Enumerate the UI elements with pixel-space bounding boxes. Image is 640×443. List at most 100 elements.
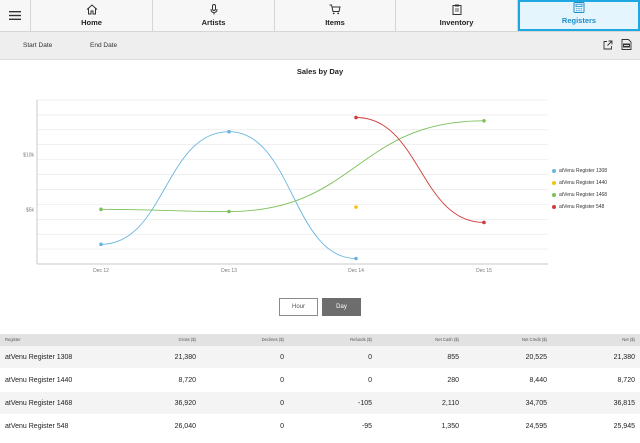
x-tick-label: Dec 14: [348, 268, 364, 274]
legend-item[interactable]: atVenu Register 548: [552, 201, 607, 213]
table-cell: 2,110: [442, 400, 459, 407]
table-cell: 36,920: [174, 400, 196, 407]
data-point: [482, 118, 486, 123]
table-cell: 36,815: [613, 400, 635, 407]
legend-label: atVenu Register 548: [559, 204, 605, 210]
table-cell: 0: [368, 377, 372, 384]
table-cell: 20,525: [525, 354, 547, 361]
table-cell: 8,720: [617, 377, 635, 384]
x-tick-label: Dec 12: [93, 268, 109, 274]
clipboard-icon: [452, 4, 462, 18]
microphone-icon: [209, 4, 219, 18]
data-point: [227, 129, 231, 134]
x-tick-label: Dec 13: [221, 268, 237, 274]
legend-label: atVenu Register 1440: [559, 180, 608, 186]
chart-title: Sales by Day: [296, 67, 344, 76]
x-tick-label: Dec 15: [476, 268, 492, 274]
table-cell: atVenu Register 548: [5, 423, 69, 430]
table-cell: atVenu Register 1468: [5, 400, 73, 407]
table-cell: 26,040: [174, 423, 196, 430]
end-date-button[interactable]: End Date: [90, 42, 118, 49]
column-header[interactable]: Register: [5, 337, 21, 342]
table-cell: 21,380: [613, 354, 635, 361]
chart-axes: $10k $5k Dec 12 Dec 13 Dec 14 Dec 15: [23, 100, 548, 274]
menu-button[interactable]: [0, 0, 31, 31]
y-tick-label: $10k: [23, 153, 34, 159]
table-cell: 855: [447, 354, 459, 361]
legend-item[interactable]: atVenu Register 1308: [552, 165, 607, 177]
sales-chart: $10k $5k Dec 12 Dec 13 Dec 14 Dec 15: [23, 99, 548, 274]
y-tick-label: $5k: [26, 207, 35, 213]
table-cell: 0: [368, 354, 372, 361]
register-icon: [573, 2, 585, 16]
legend-label: atVenu Register 1308: [559, 168, 608, 174]
tab-inventory-label: Inventory: [439, 18, 474, 27]
table-header: Register Gross ($) Declines ($) Refunds …: [0, 334, 640, 346]
csv-button[interactable]: [620, 37, 632, 55]
data-point: [99, 207, 103, 212]
column-header[interactable]: Declines ($): [261, 337, 284, 342]
data-point: [354, 256, 358, 261]
chart-grid: [37, 99, 548, 265]
legend-swatch: [552, 169, 556, 173]
chart-points: [99, 115, 486, 261]
tab-artists[interactable]: Artists: [153, 0, 275, 31]
table-row[interactable]: atVenu Register 548 26,040 0 -95 1,350 2…: [0, 415, 640, 438]
export-icon: [603, 37, 613, 55]
column-header[interactable]: Net Credit ($): [521, 337, 547, 342]
legend-swatch: [552, 193, 556, 197]
table-cell: 0: [280, 377, 284, 384]
table-row[interactable]: atVenu Register 1440 8,720 0 0 280 8,440…: [0, 369, 640, 392]
chart-series: [100, 117, 485, 259]
tab-inventory[interactable]: Inventory: [396, 0, 518, 31]
legend-swatch: [552, 205, 556, 209]
column-header[interactable]: Gross ($): [178, 337, 196, 342]
tab-artists-label: Artists: [201, 18, 226, 27]
tab-registers[interactable]: Registers: [518, 0, 640, 31]
table-cell: -105: [357, 400, 372, 407]
registers-table: Register Gross ($) Declines ($) Refunds …: [0, 334, 640, 438]
day-toggle-button[interactable]: Day: [322, 298, 361, 316]
table-cell: 0: [280, 423, 284, 430]
csv-file-icon: [621, 37, 632, 55]
table-row[interactable]: atVenu Register 1308 21,380 0 0 855 20,5…: [0, 346, 640, 369]
column-header[interactable]: Refunds ($): [350, 337, 372, 342]
start-date-button[interactable]: Start Date: [23, 42, 53, 49]
table-cell: 0: [280, 400, 284, 407]
table-cell: 25,945: [613, 423, 635, 430]
legend-swatch: [552, 181, 556, 185]
table-row[interactable]: atVenu Register 1468 36,920 0 -105 2,110…: [0, 392, 640, 415]
table-cell: 21,380: [174, 354, 196, 361]
export-button[interactable]: [602, 40, 614, 52]
table-cell: 24,595: [525, 423, 547, 430]
table-cell: 8,720: [178, 377, 196, 384]
legend-item[interactable]: atVenu Register 1440: [552, 177, 607, 189]
tab-home[interactable]: Home: [31, 0, 153, 31]
table-cell: 8,440: [529, 377, 547, 384]
tab-items-label: Items: [325, 18, 345, 27]
data-point: [227, 209, 231, 214]
table-cell: -95: [361, 423, 372, 430]
series-line: [100, 120, 485, 212]
data-point: [354, 115, 358, 120]
tab-items[interactable]: Items: [275, 0, 396, 31]
chart-legend: atVenu Register 1308 atVenu Register 144…: [552, 165, 607, 213]
table-cell: 34,705: [525, 400, 547, 407]
column-header[interactable]: Net ($): [622, 337, 635, 342]
series-line: [355, 117, 485, 223]
home-icon: [86, 4, 98, 18]
data-point: [354, 205, 358, 209]
hour-toggle-button[interactable]: Hour: [279, 298, 318, 316]
table-cell: atVenu Register 1440: [5, 377, 73, 384]
data-point: [482, 220, 486, 225]
table-cell: 0: [280, 354, 284, 361]
legend-item[interactable]: atVenu Register 1468: [552, 189, 607, 201]
cart-icon: [329, 4, 341, 18]
hamburger-icon: [9, 7, 21, 25]
data-point: [99, 242, 103, 247]
column-header[interactable]: Net Cash ($): [435, 337, 459, 342]
table-cell: 280: [447, 377, 459, 384]
top-nav: Home Artists Items Inventory Registers: [0, 0, 640, 32]
legend-label: atVenu Register 1468: [559, 192, 608, 198]
